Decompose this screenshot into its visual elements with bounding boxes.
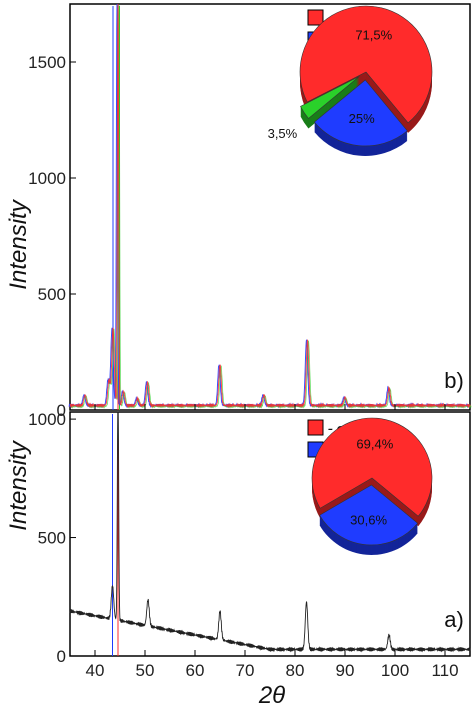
pattern-line [69, 411, 471, 653]
phase-pie-chart: 69,4% 30,6% [311, 417, 433, 555]
plot-frame [69, 3, 471, 411]
x-tick-label: 40 [86, 661, 105, 680]
pie-slice-cementite [300, 76, 360, 119]
x-tick-label: 50 [136, 661, 155, 680]
y-tick-label: 1000 [28, 410, 66, 429]
panel-label: a) [444, 607, 464, 632]
y-axis-title: Intensity [5, 198, 32, 289]
y-tick-label: 0 [57, 401, 66, 420]
pie-slice-alpha [299, 5, 433, 124]
pie-slice-label-alpha: 71,5% [355, 28, 392, 43]
y-tick-label: 1000 [28, 169, 66, 188]
x-tick-label: 80 [286, 661, 305, 680]
x-tick-label: 60 [186, 661, 205, 680]
pie-slice-label-alpha: 69,4% [356, 436, 393, 451]
x-tick-label: 70 [236, 661, 255, 680]
y-tick-label: 1500 [28, 53, 66, 72]
x-tick-label: 100 [381, 661, 409, 680]
pie-slice-label-gamma: 30,6% [350, 513, 387, 528]
pie-slice-gamma [319, 484, 419, 546]
legend-swatch-alpha [307, 419, 324, 436]
pie-slice-label-gamma: 25% [349, 111, 375, 126]
x-axis-title: 2θ [258, 682, 285, 709]
shared-x-axis: 40 50 60 70 80 90 100 110 [86, 404, 459, 680]
y-tick-label: 500 [38, 529, 66, 548]
plot-frame [69, 411, 471, 657]
pie-slice-gamma [313, 79, 408, 147]
x-tick-label: 110 [431, 661, 458, 680]
pie-slice-label-cementite: 3,5% [268, 126, 298, 141]
y-axis-title: Intensity [5, 439, 32, 530]
panel-label: b) [444, 368, 464, 393]
phase-pie-chart: 71,5% 25% 3,5% [268, 5, 433, 156]
y-tick-label: 0 [57, 647, 66, 666]
pie-slice-alpha [311, 417, 433, 517]
pattern-line-alpha [69, 3, 471, 409]
x-tick-label: 90 [336, 661, 355, 680]
y-tick-label: 500 [38, 285, 66, 304]
legend-swatch-alpha [307, 9, 324, 26]
